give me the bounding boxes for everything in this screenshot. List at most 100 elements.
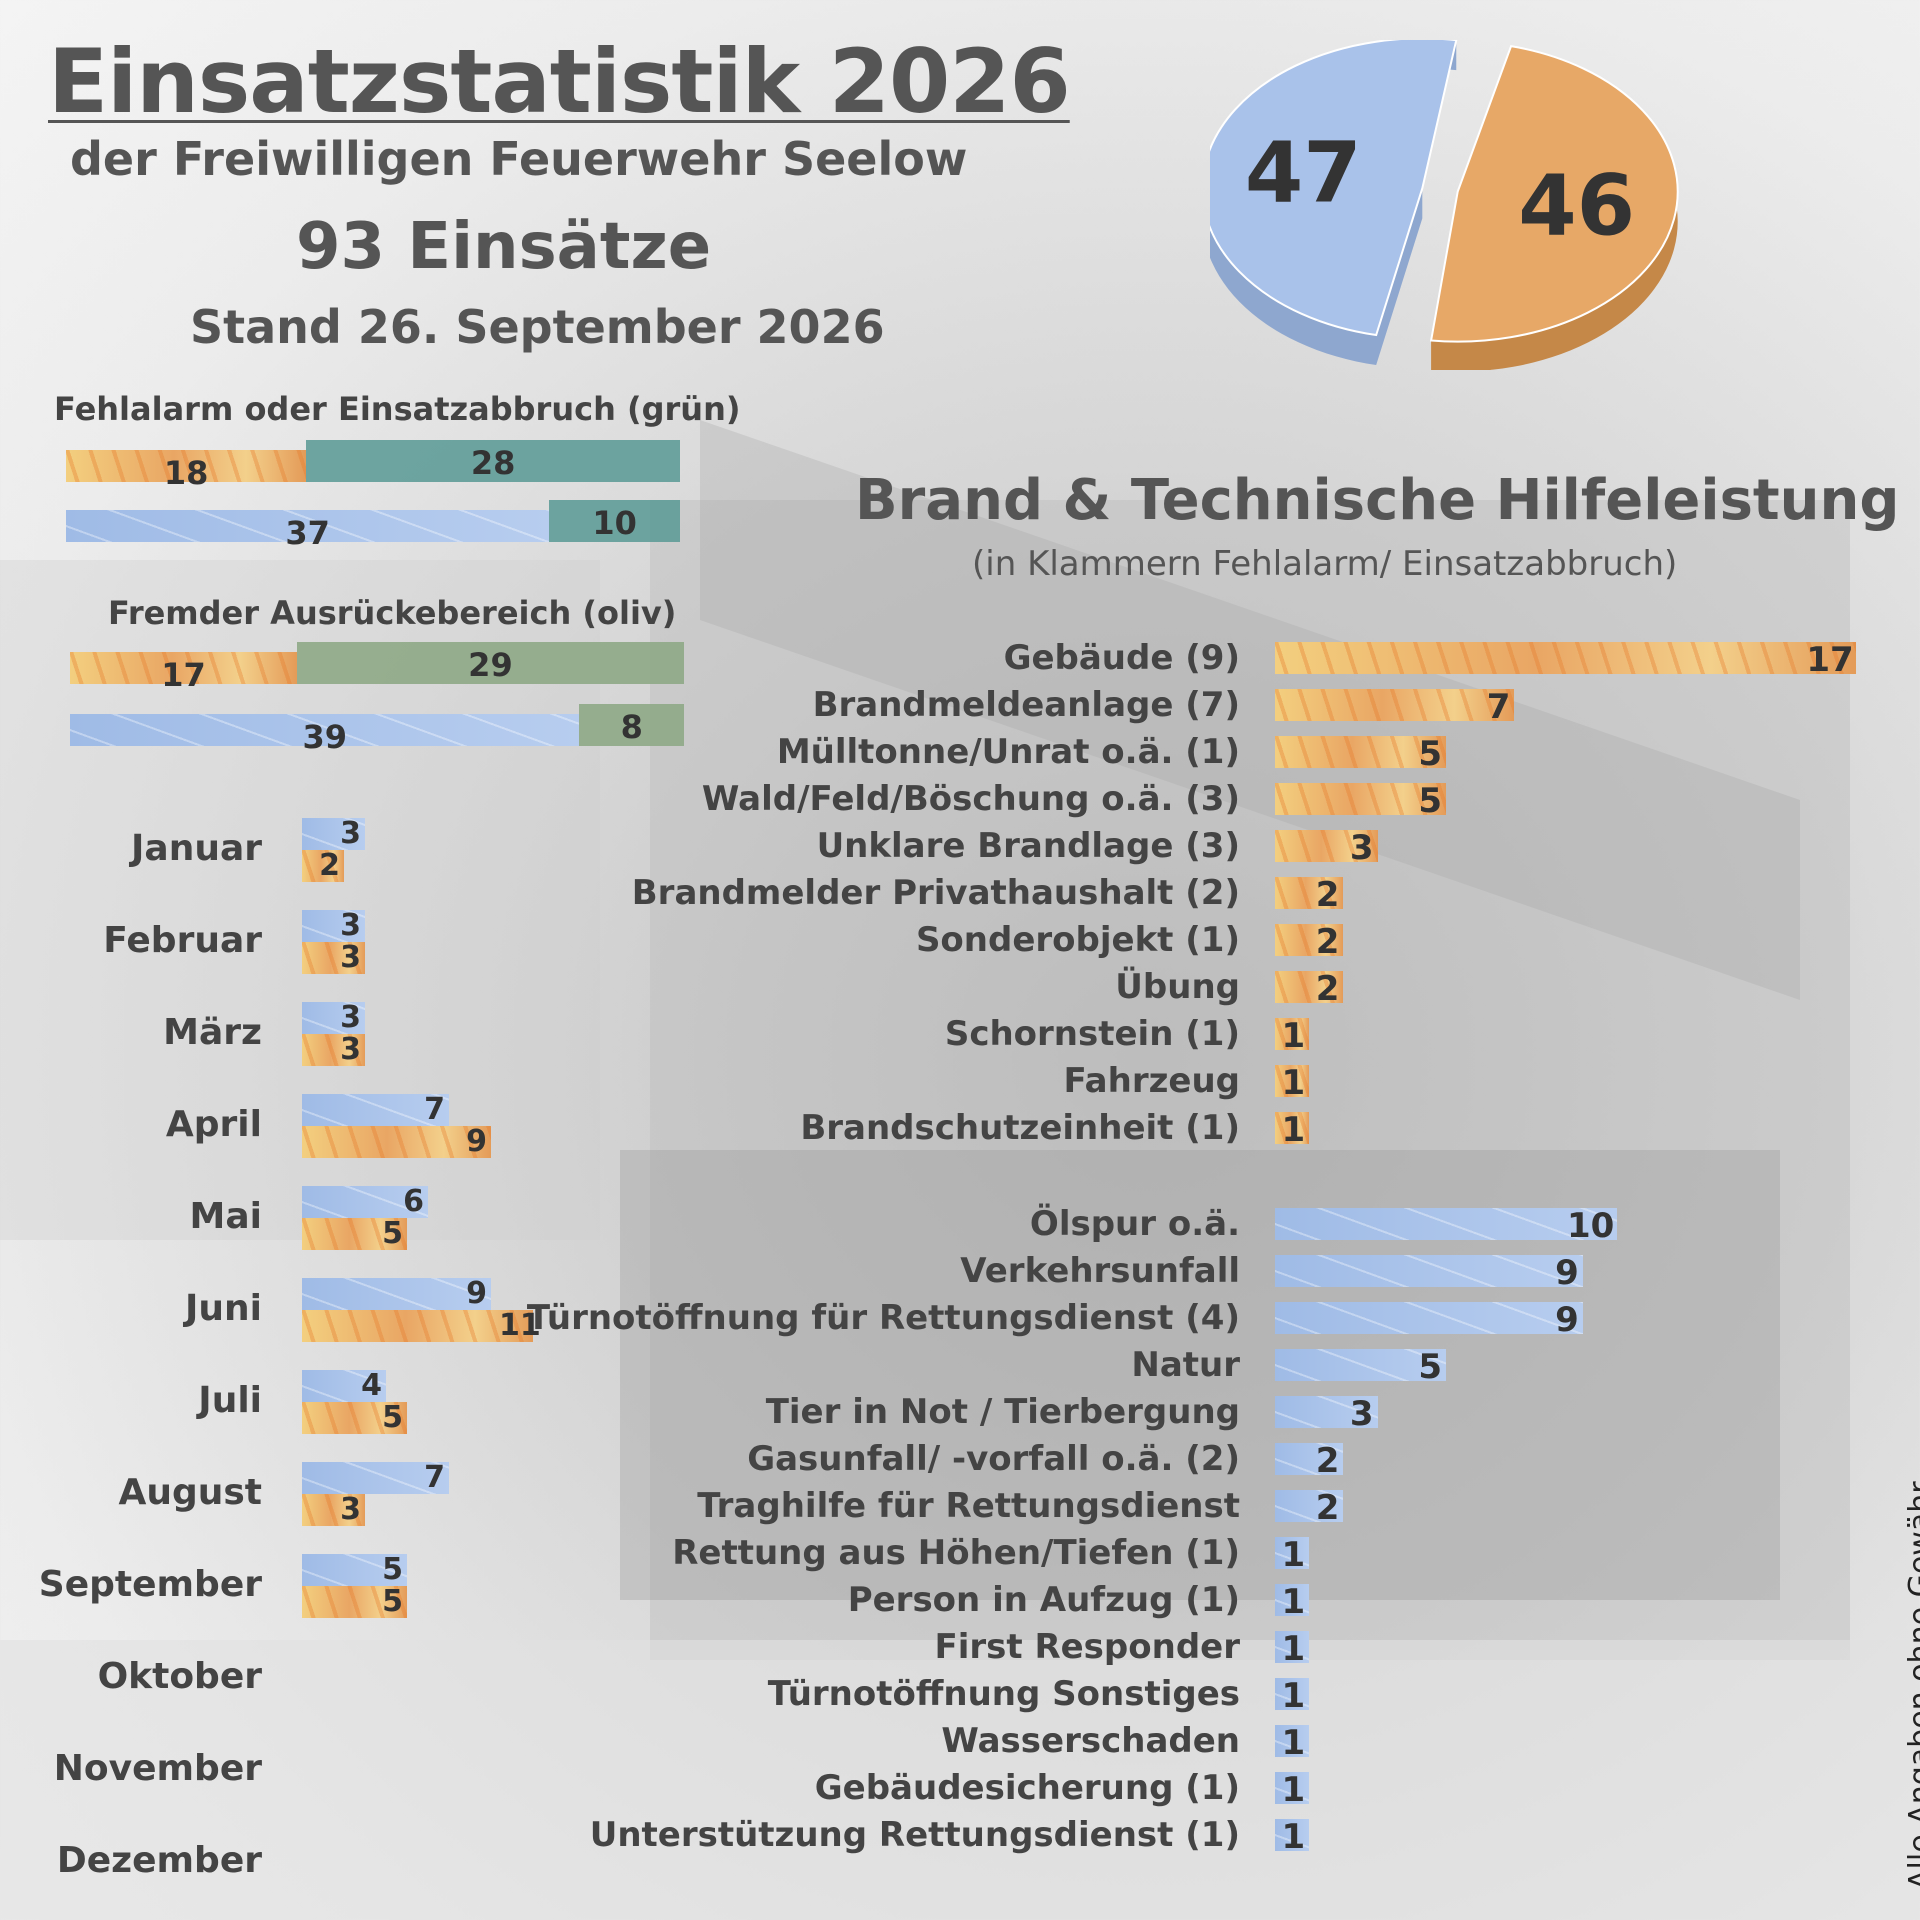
total-count: 93 Einsätze — [296, 210, 712, 284]
month-bar-label: 5 — [382, 1552, 403, 1587]
th-bar-label: 3 — [1349, 1394, 1374, 1434]
month-bar — [302, 1126, 491, 1158]
category-label: Rettung aus Höhen/Tiefen (1) — [672, 1533, 1240, 1573]
month-bar — [302, 1002, 365, 1034]
month-bar-label: 4 — [361, 1368, 382, 1403]
month-label: November — [53, 1748, 262, 1789]
pie-slice-label: 46 — [1518, 157, 1635, 255]
pie-slice-side — [1210, 40, 1457, 366]
month-bar-label: 3 — [340, 1032, 361, 1067]
fehlalarm-title: Fehlalarm oder Einsatzabbruch (grün) — [54, 390, 741, 428]
fehlalarm-bar — [549, 500, 680, 542]
month-label: April — [165, 1104, 262, 1145]
month-bar-label: 5 — [382, 1400, 403, 1435]
category-label: Traghilfe für Rettungsdienst — [697, 1486, 1240, 1526]
brand-bar-label: 1 — [1281, 1063, 1306, 1103]
th-bar-label: 9 — [1555, 1300, 1579, 1340]
month-label: August — [118, 1472, 262, 1513]
category-label: Türnotöffnung Sonstiges — [767, 1674, 1240, 1714]
month-bar-label: 3 — [340, 908, 361, 943]
fremd-bar-label: 17 — [161, 656, 206, 694]
th-bar — [1275, 1584, 1310, 1616]
fehlalarm-bar-label: 37 — [285, 514, 330, 552]
th-bar-label: 1 — [1281, 1535, 1306, 1575]
th-bar-label: 1 — [1281, 1676, 1306, 1716]
category-label: Unklare Brandlage (3) — [816, 826, 1240, 866]
month-label: Oktober — [97, 1656, 262, 1697]
brand-th-subtitle: (in Klammern Fehlalarm/ Einsatzabbruch) — [972, 544, 1678, 584]
month-label: Februar — [103, 920, 262, 961]
month-bar — [302, 1494, 365, 1526]
month-bar — [302, 910, 365, 942]
month-bar-label: 6 — [403, 1184, 424, 1219]
fehlalarm-bar — [66, 450, 307, 482]
category-label: Brandschutzeinheit (1) — [800, 1108, 1240, 1148]
pie-slice — [1429, 44, 1679, 343]
th-bar-label: 5 — [1418, 1347, 1442, 1387]
month-bar — [302, 942, 365, 974]
brand-bar-label: 1 — [1281, 1016, 1306, 1056]
th-bar-label: 2 — [1315, 1441, 1340, 1481]
category-label: Mülltonne/Unrat o.ä. (1) — [776, 732, 1240, 772]
category-label: Brandmeldeanlage (7) — [812, 685, 1240, 725]
fehlalarm-bar-label: 18 — [163, 454, 209, 492]
brand-bar — [1275, 877, 1344, 909]
category-label: Wald/Feld/Böschung o.ä. (3) — [701, 779, 1240, 819]
month-label: Juni — [185, 1288, 262, 1329]
category-label: Verkehrsunfall — [960, 1251, 1240, 1291]
category-label: Übung — [1115, 967, 1240, 1007]
brand-bar-label: 5 — [1418, 734, 1442, 774]
category-label: Tier in Not / Tierbergung — [765, 1392, 1240, 1432]
brand-bar-label: 17 — [1806, 640, 1854, 680]
month-bar-label: 3 — [340, 816, 361, 851]
month-bar — [302, 1370, 386, 1402]
category-label: Schornstein (1) — [944, 1014, 1240, 1054]
brand-bar — [1275, 689, 1515, 721]
category-label: Gebäudesicherung (1) — [814, 1768, 1240, 1808]
page-title: Einsatzstatistik 2026 — [48, 30, 1071, 133]
month-bar-label: 3 — [340, 1492, 361, 1527]
category-label: First Responder — [934, 1627, 1240, 1667]
category-label: Ölspur o.ä. — [1029, 1204, 1240, 1244]
fremd-bar-label: 29 — [468, 646, 513, 684]
month-label: Januar — [131, 828, 262, 869]
fremd-title: Fremder Ausrückebereich (oliv) — [108, 594, 677, 632]
month-bar — [302, 1310, 533, 1342]
th-bar — [1275, 1490, 1344, 1522]
fremd-bar — [296, 642, 684, 684]
fehlalarm-bar-label: 28 — [470, 444, 516, 482]
brand-bar-label: 2 — [1315, 922, 1340, 962]
month-bar — [302, 1186, 428, 1218]
th-bar — [1275, 1443, 1344, 1475]
month-label: September — [38, 1564, 262, 1605]
brand-bar — [1275, 783, 1446, 815]
month-bar-label: 7 — [424, 1460, 445, 1495]
month-label: März — [163, 1012, 262, 1053]
brand-bar — [1275, 736, 1446, 768]
brand-bar-label: 5 — [1418, 781, 1442, 821]
month-label: Dezember — [56, 1840, 262, 1881]
brand-bar-label: 7 — [1486, 687, 1511, 727]
month-bar — [302, 1218, 407, 1250]
th-bar — [1275, 1208, 1617, 1240]
page-subtitle: der Freiwilligen Feuerwehr Seelow — [70, 132, 968, 186]
brand-bar-label: 2 — [1315, 875, 1340, 915]
month-bar — [302, 818, 365, 850]
month-bar — [302, 850, 344, 882]
brand-bar — [1275, 1018, 1310, 1050]
th-bar-label: 2 — [1315, 1488, 1340, 1528]
month-bar-label: 2 — [319, 848, 340, 883]
brand-bar — [1275, 642, 1857, 674]
th-bar — [1275, 1725, 1310, 1757]
category-label: Gasunfall/ -vorfall o.ä. (2) — [747, 1439, 1240, 1479]
category-label: Fahrzeug — [1063, 1061, 1240, 1101]
th-bar — [1275, 1678, 1310, 1710]
th-bar — [1275, 1819, 1310, 1851]
category-label: Unterstützung Rettungsdienst (1) — [589, 1815, 1240, 1855]
brand-bar — [1275, 1112, 1310, 1144]
fehlalarm-bar-label: 10 — [592, 504, 637, 542]
th-bar-label: 1 — [1281, 1582, 1306, 1622]
month-bar-label: 5 — [382, 1216, 403, 1251]
month-bar-label: 9 — [466, 1124, 487, 1159]
category-label: Türnotöffnung für Rettungsdienst (4) — [526, 1298, 1240, 1338]
